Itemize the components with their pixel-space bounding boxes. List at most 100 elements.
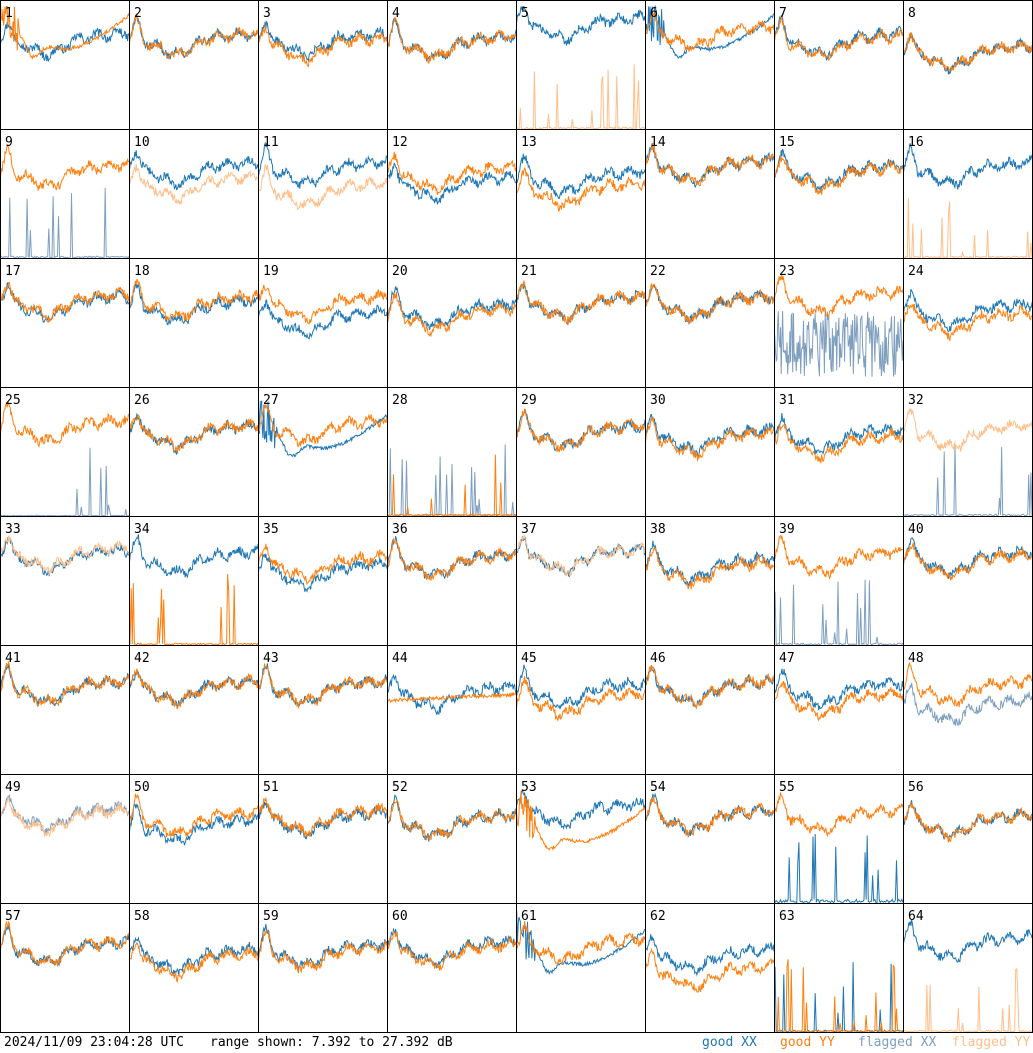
- panel-label: 31: [779, 393, 795, 408]
- panel-border: [387, 0, 517, 130]
- panel-3: 3: [258, 0, 388, 130]
- panel-label: 55: [779, 780, 795, 795]
- panel-label: 20: [392, 264, 408, 279]
- series-yy-panel-21: [516, 280, 645, 325]
- series-xx-panel-18: [129, 281, 258, 326]
- panel-label: 27: [263, 393, 279, 408]
- panel-8: 8: [903, 0, 1033, 130]
- panel-label: 32: [908, 393, 924, 408]
- panel-16: 16: [903, 129, 1033, 259]
- panel-label: 43: [263, 651, 279, 666]
- panel-47: 47: [774, 645, 904, 775]
- panel-label: 22: [650, 264, 666, 279]
- series-yy-panel-26: [129, 414, 258, 452]
- timestamp: 2024/11/09 23:04:28 UTC: [4, 1035, 185, 1050]
- panel-border: [0, 0, 130, 130]
- panel-14: 14: [645, 129, 775, 259]
- panel-42: 42: [129, 645, 259, 775]
- series-yy-panel-63: [774, 959, 903, 1032]
- panel-label: 45: [521, 651, 537, 666]
- panel-border: [0, 129, 130, 259]
- series-yy-panel-28: [387, 454, 516, 516]
- panel-57: 57: [0, 903, 130, 1033]
- series-xx-panel-2: [129, 13, 258, 60]
- panel-label: 11: [263, 135, 279, 150]
- panel-5: 5: [516, 0, 646, 130]
- series-xx-panel-46: [645, 665, 774, 710]
- panel-label: 3: [263, 6, 271, 21]
- panel-20: 20: [387, 258, 517, 388]
- panel-label: 9: [5, 135, 13, 150]
- panel-58: 58: [129, 903, 259, 1033]
- series-yy-panel-4: [387, 16, 516, 64]
- series-xx-panel-27: [258, 400, 387, 458]
- panel-label: 36: [392, 522, 408, 537]
- series-xx-panel-62: [645, 934, 774, 977]
- panel-24: 24: [903, 258, 1033, 388]
- panel-label: 44: [392, 651, 408, 666]
- panel-label: 37: [521, 522, 537, 537]
- panel-label: 23: [779, 264, 795, 279]
- series-yy-panel-17: [0, 281, 129, 324]
- series-yy-panel-55: [774, 792, 903, 838]
- legend-good-yy: good YY: [780, 1035, 835, 1050]
- series-xx-panel-57: [0, 925, 129, 967]
- panel-label: 25: [5, 393, 21, 408]
- panel-label: 14: [650, 135, 666, 150]
- panel-56: 56: [903, 774, 1033, 904]
- series-yy-panel-45: [516, 676, 645, 722]
- series-yy-panel-36: [387, 538, 516, 581]
- series-yy-panel-34: [129, 573, 258, 645]
- panel-label: 29: [521, 393, 537, 408]
- series-yy-panel-61: [516, 920, 645, 966]
- series-yy-panel-15: [774, 155, 903, 196]
- panel-22: 22: [645, 258, 775, 388]
- series-xx-panel-30: [645, 414, 774, 459]
- panel-label: 50: [134, 780, 150, 795]
- series-xx-panel-35: [258, 553, 387, 593]
- panel-label: 13: [521, 135, 537, 150]
- panel-43: 43: [258, 645, 388, 775]
- panel-label: 61: [521, 909, 537, 924]
- series-xx-panel-5: [516, 6, 645, 46]
- panel-17: 17: [0, 258, 130, 388]
- panel-label: 2: [134, 6, 142, 21]
- panel-13: 13: [516, 129, 646, 259]
- legend-flagged-yy: flagged YY: [952, 1035, 1031, 1050]
- panel-60: 60: [387, 903, 517, 1033]
- series-xx-panel-11: [258, 141, 387, 189]
- panel-border: [129, 0, 259, 130]
- panel-label: 4: [392, 6, 400, 21]
- series-yy-panel-2: [129, 14, 258, 60]
- series-yy-panel-11: [258, 164, 387, 211]
- series-yy-panel-38: [645, 546, 774, 590]
- panel-4: 4: [387, 0, 517, 130]
- panel-label: 16: [908, 135, 924, 150]
- panel-44: 44: [387, 645, 517, 775]
- series-xx-panel-50: [129, 802, 258, 846]
- panel-9: 9: [0, 129, 130, 259]
- panel-label: 47: [779, 651, 795, 666]
- panel-border: [645, 0, 775, 130]
- series-yy-panel-60: [387, 930, 516, 971]
- panel-label: 49: [5, 780, 21, 795]
- panel-label: 34: [134, 522, 150, 537]
- series-yy-panel-50: [129, 793, 258, 837]
- panel-25: 25: [0, 387, 130, 517]
- panel-label: 60: [392, 909, 408, 924]
- series-yy-panel-56: [903, 801, 1032, 843]
- series-xx-panel-47: [774, 668, 903, 711]
- series-xx-panel-32: [903, 443, 1032, 516]
- series-yy-panel-37: [516, 534, 645, 577]
- panel-label: 18: [134, 264, 150, 279]
- panel-36: 36: [387, 516, 517, 646]
- panel-10: 10: [129, 129, 259, 259]
- panel-54: 54: [645, 774, 775, 904]
- series-xx-panel-63: [774, 962, 903, 1032]
- panel-35: 35: [258, 516, 388, 646]
- series-xx-panel-64: [903, 919, 1032, 963]
- panel-7: 7: [774, 0, 904, 130]
- series-xx-panel-34: [129, 534, 258, 579]
- legend-good-xx: good XX: [702, 1035, 757, 1050]
- series-xx-panel-48: [903, 682, 1032, 727]
